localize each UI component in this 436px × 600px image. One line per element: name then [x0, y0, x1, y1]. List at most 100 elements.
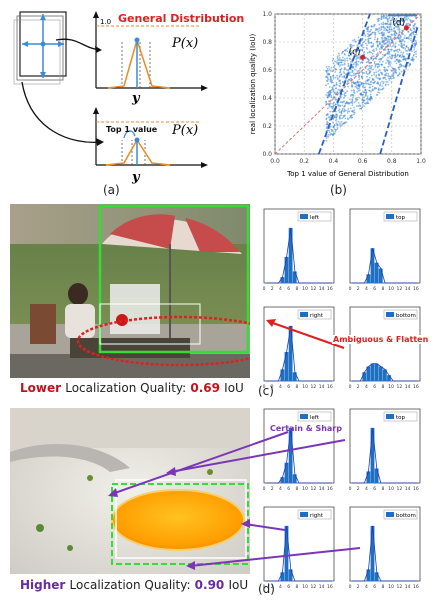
scatter-point	[378, 92, 381, 94]
scatter-point	[393, 32, 396, 35]
scatter-point	[396, 54, 399, 57]
scatter-point	[401, 33, 403, 36]
scatter-point	[345, 69, 348, 71]
scatter-point	[357, 89, 360, 92]
scatter-point	[376, 40, 379, 43]
scatter-point	[331, 133, 333, 136]
scatter-point	[327, 135, 330, 138]
scatter-point	[408, 14, 410, 17]
scatter-point	[406, 49, 408, 52]
x-tick-label: 0.6	[358, 158, 368, 165]
scatter-point	[333, 66, 336, 68]
scatter-point	[366, 100, 369, 103]
histogram-tick-label: 16	[327, 384, 333, 390]
histogram-tick-label: 10	[302, 486, 308, 492]
scatter-point	[342, 101, 345, 103]
scatter-point	[397, 20, 400, 23]
scatter-point	[388, 55, 391, 58]
histogram-bar	[382, 369, 387, 381]
scatter-point	[377, 30, 380, 33]
histogram-legend-box	[297, 411, 332, 422]
scatter-point	[348, 57, 351, 60]
scatter-point	[340, 114, 342, 116]
scatter-point	[341, 104, 344, 107]
scatter-point	[403, 20, 406, 23]
scatter-point	[393, 14, 396, 17]
scatter-point	[364, 102, 366, 105]
histogram-bar	[292, 372, 297, 381]
x-tick-label: 0.0	[270, 158, 280, 165]
histogram-tick-label: 12	[311, 584, 317, 590]
scatter-point	[372, 45, 374, 48]
scatter-point	[380, 23, 383, 25]
scatter-point	[383, 32, 386, 34]
scatter-point	[355, 100, 357, 102]
scatter-point	[343, 58, 346, 60]
scatter-point	[346, 59, 349, 62]
top-x-label: y	[131, 91, 141, 106]
scatter-point	[378, 65, 381, 68]
scatter-point	[326, 129, 328, 132]
scatter-point	[394, 53, 397, 55]
scatter-point	[349, 45, 352, 47]
scatter-point	[386, 37, 388, 40]
scatter-point	[375, 75, 377, 78]
scatter-point	[357, 60, 360, 63]
scatter-point	[360, 70, 363, 73]
scatter-point	[338, 116, 341, 119]
scatter-point	[400, 64, 403, 66]
scatter-point	[326, 67, 329, 70]
scatter-point	[412, 14, 415, 17]
scatter-point	[389, 23, 392, 26]
scatter-point	[399, 21, 402, 23]
scatter-point	[347, 108, 350, 110]
histogram-top: top 0 2 4 6 8 10 12 14 16	[349, 208, 421, 292]
histogram-curve	[266, 325, 332, 382]
scatter-point	[372, 43, 375, 45]
scatter-point	[411, 56, 414, 59]
scatter-point	[365, 82, 368, 85]
scatter-point	[331, 98, 334, 101]
histogram-tick-label: 10	[302, 384, 308, 390]
scatter-point	[392, 54, 394, 57]
histogram-tick-label: 12	[311, 286, 317, 292]
scatter-point	[401, 38, 403, 41]
scatter-point	[326, 91, 329, 94]
scatter-point	[366, 97, 369, 100]
scatter-point	[391, 74, 394, 77]
scatter-point	[343, 96, 345, 99]
scatter-point	[377, 70, 380, 72]
histogram-legend-swatch	[300, 414, 308, 419]
scatter-point	[413, 49, 415, 51]
scatter-point	[392, 38, 394, 40]
scatter-ticks: 0.0 0.2 0.4 0.6 0.8 1.0 0.0 0.2 0.4 0.6 0.8 1.0	[262, 11, 425, 165]
scatter-point	[352, 66, 355, 69]
scatter-point	[326, 73, 329, 76]
scatter-point	[343, 49, 346, 52]
scatter-point	[397, 59, 400, 61]
scatter-point	[398, 68, 401, 71]
scatter-point	[376, 52, 379, 55]
scatter-point	[344, 91, 347, 94]
scatter-point	[334, 103, 337, 106]
histogram-tick-label: 2	[357, 584, 360, 590]
scatter-point	[373, 87, 376, 90]
scatter-point	[403, 19, 406, 22]
scatter-point	[335, 68, 337, 71]
histogram-tick-label: 2	[271, 384, 274, 390]
scatter-point	[387, 83, 390, 86]
scatter-point	[388, 40, 391, 42]
scatter-point	[341, 117, 343, 120]
scatter-point	[373, 81, 376, 84]
scatter-point	[330, 105, 333, 108]
histogram-tick-label: 6	[373, 384, 376, 390]
scatter-point	[410, 37, 412, 40]
scatter-point	[407, 17, 410, 20]
scatter-point	[413, 42, 416, 45]
histogram-legend-box	[383, 211, 418, 222]
scatter-point	[339, 101, 342, 103]
scatter-point	[398, 55, 401, 58]
scatter-point	[332, 126, 335, 129]
panel-d-caption: Higher Localization Quality: 0.90 IoU	[20, 578, 248, 592]
scatter-point	[394, 69, 397, 72]
